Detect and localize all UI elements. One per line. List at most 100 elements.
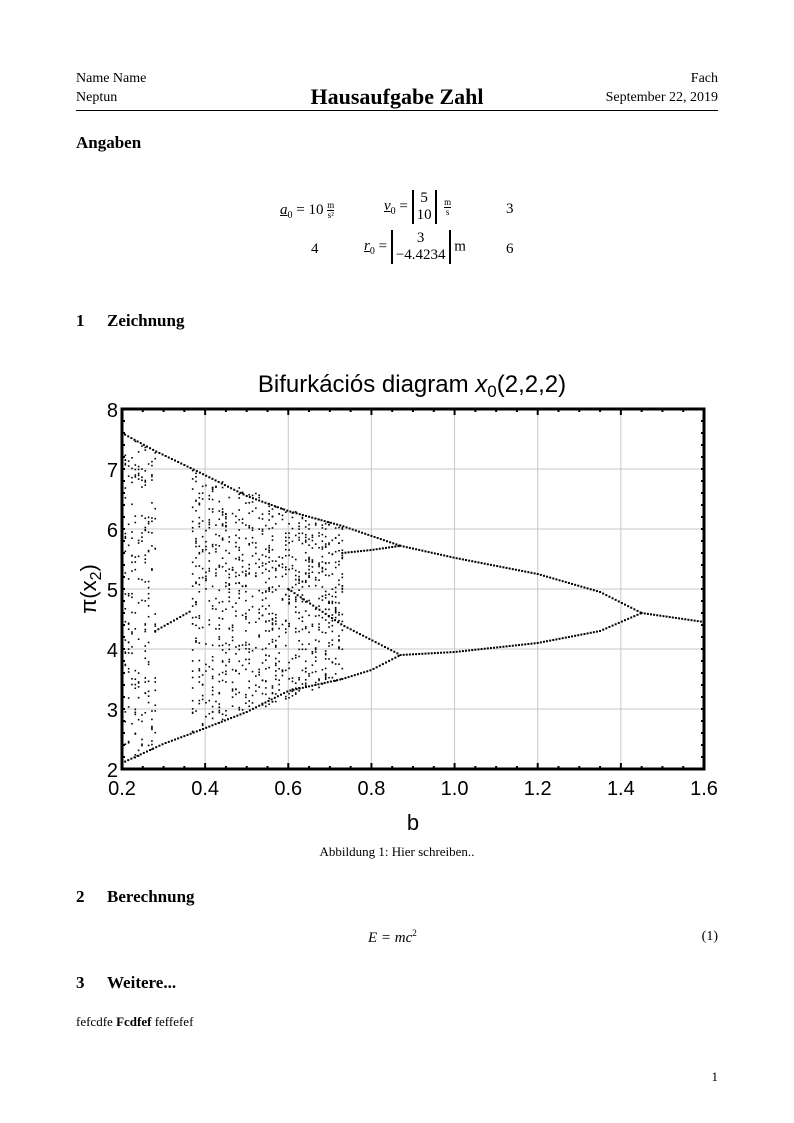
- data-point: [468, 649, 471, 652]
- data-point: [225, 525, 227, 528]
- data-point: [291, 540, 294, 543]
- data-point: [127, 740, 130, 743]
- data-point: [225, 714, 227, 717]
- data-point: [304, 601, 307, 603]
- data-point: [271, 629, 274, 631]
- data-point: [338, 560, 340, 563]
- data-point: [211, 488, 214, 491]
- data-point: [311, 671, 314, 674]
- data-point: [131, 632, 133, 635]
- data-point: [567, 582, 570, 584]
- data-point: [624, 603, 627, 606]
- data-point: [151, 520, 153, 523]
- data-point: [225, 670, 227, 673]
- data-point: [294, 682, 297, 684]
- data-point: [195, 603, 197, 606]
- data-point: [205, 670, 207, 672]
- header-rule: [76, 110, 718, 111]
- data-point: [294, 511, 297, 513]
- data-point: [147, 580, 150, 583]
- data-point: [511, 644, 514, 647]
- data-point: [154, 517, 157, 520]
- y-tick-label: 3: [107, 700, 118, 722]
- data-point: [221, 486, 224, 489]
- data-point: [304, 686, 307, 689]
- data-point: [583, 633, 586, 635]
- data-point: [474, 560, 477, 563]
- data-point: [248, 496, 251, 499]
- data-point: [225, 549, 227, 552]
- data-point: [255, 684, 257, 687]
- data-point: [321, 524, 324, 526]
- data-point: [328, 615, 330, 618]
- data-point: [141, 578, 143, 581]
- data-point: [474, 648, 477, 651]
- data-point: [298, 575, 300, 578]
- data-point: [275, 569, 277, 572]
- data-point: [291, 564, 294, 567]
- data-point: [198, 471, 201, 474]
- data-point: [131, 646, 133, 648]
- data-point: [198, 502, 201, 505]
- page-number: 1: [711, 1069, 719, 1084]
- data-point: [620, 602, 623, 605]
- data-point: [238, 497, 241, 499]
- data-point: [225, 513, 227, 515]
- data-point: [298, 630, 300, 633]
- x-tick-label: 1.6: [690, 778, 718, 800]
- data-point: [225, 710, 227, 712]
- data-point: [281, 598, 284, 600]
- data-point: [324, 543, 327, 545]
- data-point: [308, 523, 310, 526]
- data-point: [124, 463, 127, 466]
- data-point: [245, 711, 248, 713]
- data-point: [255, 690, 257, 692]
- data-point: [248, 525, 251, 527]
- data-point: [124, 743, 127, 745]
- data-point: [281, 623, 284, 626]
- data-point: [367, 533, 370, 536]
- data-point: [180, 462, 183, 465]
- data-point: [452, 651, 455, 654]
- data-point: [427, 551, 430, 554]
- data-point: [291, 586, 294, 589]
- data-point: [223, 719, 226, 722]
- data-point: [275, 613, 277, 616]
- data-point: [228, 591, 231, 594]
- data-point: [308, 675, 310, 677]
- data-point: [147, 597, 150, 600]
- data-point: [144, 657, 147, 660]
- data-point: [599, 591, 602, 593]
- data-point: [191, 530, 194, 533]
- data-point: [284, 593, 287, 596]
- data-point: [205, 726, 208, 729]
- data-point: [191, 597, 194, 600]
- data-point: [144, 623, 147, 625]
- data-point: [201, 724, 204, 727]
- data-point: [311, 652, 314, 655]
- data-point: [201, 683, 204, 686]
- data-point: [533, 572, 536, 575]
- data-point: [174, 738, 177, 741]
- data-point: [230, 717, 233, 720]
- data-point: [324, 562, 327, 565]
- data-point: [191, 712, 194, 714]
- data-point: [502, 566, 505, 569]
- data-point: [218, 628, 221, 630]
- data-point: [198, 522, 201, 525]
- data-point: [278, 683, 280, 686]
- data-point: [211, 477, 214, 480]
- data-point: [630, 616, 633, 619]
- data-point: [214, 723, 217, 726]
- data-point: [314, 670, 317, 673]
- data-point: [275, 670, 277, 672]
- data-point: [215, 608, 217, 610]
- data-point: [211, 543, 214, 546]
- data-point: [288, 603, 290, 605]
- data-point: [228, 596, 231, 598]
- data-point: [334, 611, 337, 614]
- data-point: [211, 724, 214, 727]
- data-point: [134, 733, 137, 735]
- data-point: [251, 702, 254, 704]
